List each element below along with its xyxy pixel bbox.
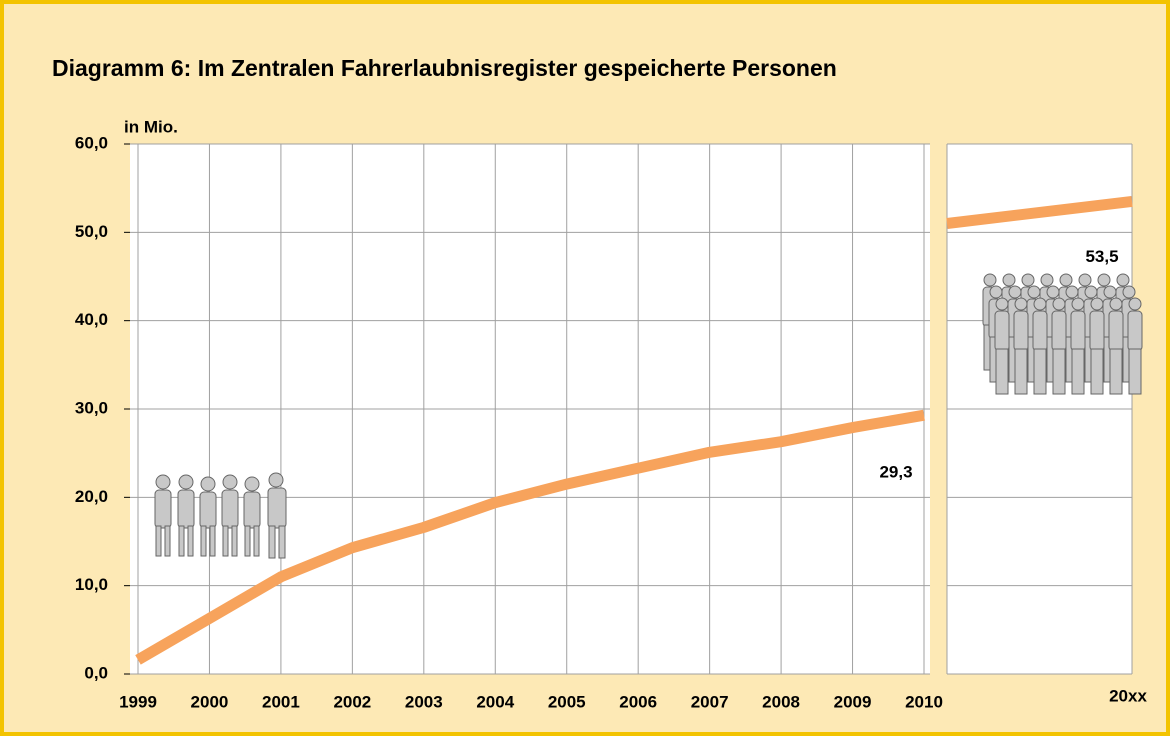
head: [1116, 273, 1130, 287]
y-tick-label: 20,0: [75, 487, 108, 506]
x-tick-label: 2008: [762, 692, 800, 711]
person: [994, 297, 1010, 395]
x-tick-label: 20xx: [1109, 686, 1147, 705]
chart-title: Diagramm 6: Im Zentralen Fahrerlaubnisre…: [52, 55, 837, 81]
x-tick-label: 2002: [333, 692, 371, 711]
head: [1033, 297, 1047, 311]
y-tick-label: 0,0: [84, 663, 108, 682]
legs: [1033, 348, 1047, 395]
head: [1103, 285, 1117, 299]
head: [995, 297, 1009, 311]
body: [994, 310, 1010, 352]
x-tick-label: 2003: [405, 692, 443, 711]
head: [1071, 297, 1085, 311]
person: [1127, 297, 1143, 395]
person: [1070, 297, 1086, 395]
body: [1070, 310, 1086, 352]
legs: [995, 348, 1009, 395]
line: [946, 195, 1133, 229]
people-small: [154, 472, 287, 559]
legs: [1052, 348, 1066, 395]
x-tick-label: 2006: [619, 692, 657, 711]
x-tick-label: 2004: [476, 692, 514, 711]
head: [1097, 273, 1111, 287]
head: [1008, 285, 1022, 299]
head: [1052, 297, 1066, 311]
x-tick-label: 2009: [834, 692, 872, 711]
legs: [1071, 348, 1085, 395]
y-tick-label: 30,0: [75, 398, 108, 417]
line: [135, 409, 925, 665]
person: [1013, 297, 1029, 395]
legs: [1128, 348, 1142, 395]
x-tick-label: 2000: [191, 692, 229, 711]
person: [1032, 297, 1048, 395]
head: [1122, 285, 1136, 299]
head: [983, 273, 997, 287]
head: [1109, 297, 1123, 311]
data-label: 53,5: [1085, 247, 1118, 266]
head: [1065, 285, 1079, 299]
head: [1027, 285, 1041, 299]
head: [1002, 273, 1016, 287]
head: [1014, 297, 1028, 311]
y-tick-label: 40,0: [75, 310, 108, 329]
legs: [1109, 348, 1123, 395]
body: [1089, 310, 1105, 352]
x-tick-label: 2001: [262, 692, 300, 711]
head: [1059, 273, 1073, 287]
y-tick-label: 50,0: [75, 222, 108, 241]
body: [1127, 310, 1143, 352]
legs: [1090, 348, 1104, 395]
body: [1108, 310, 1124, 352]
person: [1089, 297, 1105, 395]
x-tick-label: 2007: [691, 692, 729, 711]
person: [1051, 297, 1067, 395]
head: [1090, 297, 1104, 311]
y-tick-label: 10,0: [75, 575, 108, 594]
body: [1013, 310, 1029, 352]
data-label: 29,3: [879, 463, 912, 482]
person: [1108, 297, 1124, 395]
head: [1021, 273, 1035, 287]
body: [1051, 310, 1067, 352]
head: [1046, 285, 1060, 299]
x-tick-label: 2010: [905, 692, 943, 711]
body: [1032, 310, 1048, 352]
x-tick-label: 2005: [548, 692, 586, 711]
y-axis-label: in Mio.: [124, 117, 178, 136]
head: [1040, 273, 1054, 287]
head: [989, 285, 1003, 299]
head: [1078, 273, 1092, 287]
head: [1084, 285, 1098, 299]
people-crowd: [982, 273, 1143, 395]
y-tick-label: 60,0: [75, 133, 108, 152]
legs: [1014, 348, 1028, 395]
head: [1128, 297, 1142, 311]
x-tick-label: 1999: [119, 692, 157, 711]
